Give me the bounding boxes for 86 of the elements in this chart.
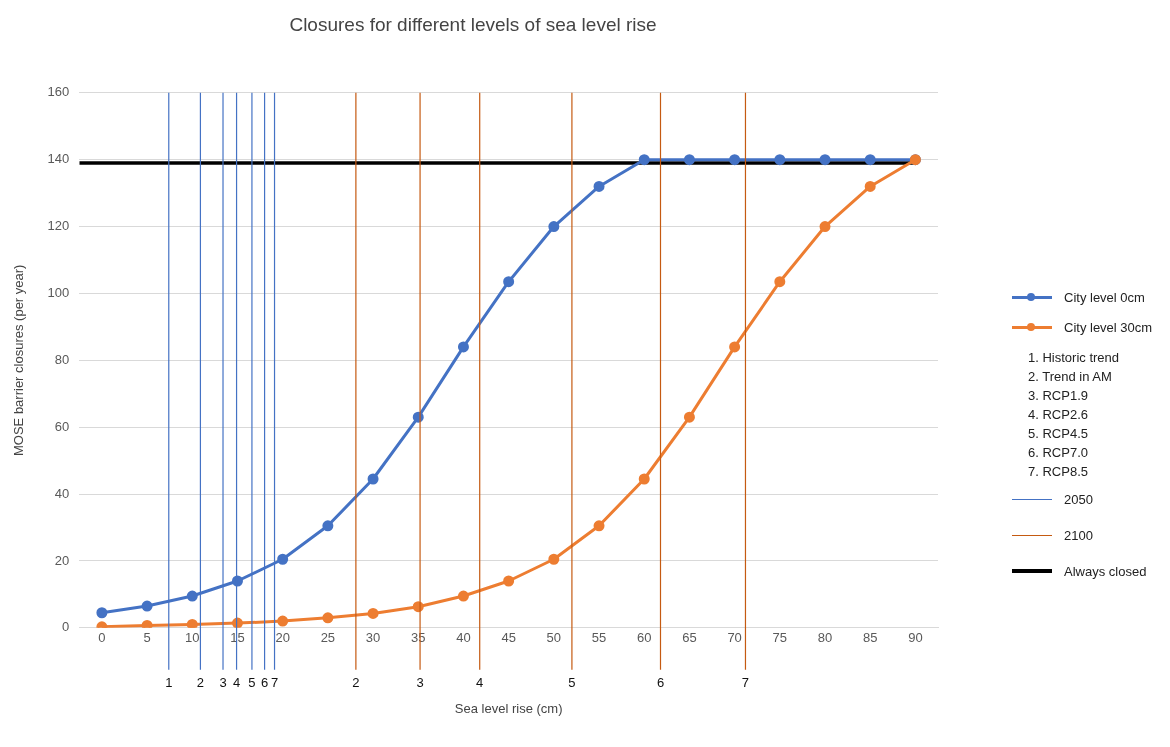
- point: [367, 607, 379, 619]
- point: [503, 276, 515, 288]
- point: [729, 341, 741, 353]
- x-tick-label: 50: [546, 630, 562, 646]
- y-tick-label: 80: [54, 351, 70, 367]
- x-tick-label: 0: [98, 630, 106, 646]
- point: [186, 590, 198, 602]
- x-axis-title: Sea level rise (cm): [454, 700, 563, 716]
- x-tick-label: 85: [862, 630, 878, 646]
- point: [277, 615, 289, 627]
- point: [638, 154, 650, 166]
- point: [186, 618, 198, 628]
- text: 3. RCP1.9: [1028, 388, 1088, 403]
- x-tick-label: 25: [320, 630, 336, 646]
- x-tick-label: 30: [365, 630, 381, 646]
- text: 6: [260, 675, 269, 691]
- x-tick-label: 45: [501, 630, 516, 646]
- y-tick-label: 40: [54, 485, 70, 501]
- x-tick-label: 65: [682, 630, 697, 646]
- legend-label: City level 30cm: [1064, 319, 1153, 335]
- point: [503, 575, 515, 587]
- point: [593, 520, 605, 532]
- point: [96, 607, 108, 619]
- text: 5: [248, 675, 256, 691]
- legend-label: Always closed: [1064, 563, 1147, 579]
- x-tick-label: 20: [275, 630, 290, 646]
- y-tick-label: 100: [47, 285, 70, 300]
- text: 7: [741, 675, 750, 691]
- point: [864, 180, 876, 192]
- y-tick-label: 0: [62, 619, 70, 635]
- point: [141, 600, 153, 612]
- text: 5. RCP4.5: [1028, 426, 1088, 441]
- x-tick-label: 60: [637, 630, 652, 646]
- y-axis-title: MOSE barrier closures (per year): [11, 264, 27, 457]
- y-tick-label: 120: [47, 218, 70, 234]
- point: [548, 553, 560, 565]
- point: [457, 341, 469, 353]
- point: [457, 590, 469, 602]
- text: 2: [196, 675, 205, 691]
- text: 4. RCP2.6: [1028, 407, 1088, 422]
- legend-label: City level 0cm: [1064, 289, 1145, 305]
- y-tick-label: 160: [47, 84, 70, 100]
- text: 1: [165, 675, 173, 691]
- point: [683, 154, 695, 166]
- point: [774, 276, 786, 288]
- text: 3: [416, 675, 424, 691]
- x-tick-label: 75: [772, 630, 788, 646]
- point: [231, 575, 243, 587]
- x-tick-label: 55: [591, 630, 607, 646]
- point: [367, 473, 379, 485]
- text: 1. Historic trend: [1028, 350, 1120, 365]
- x-tick-label: 10: [185, 630, 200, 646]
- y-tick-label: 140: [47, 151, 70, 167]
- text: 3: [219, 675, 227, 691]
- text: 2. Trend in AM: [1028, 369, 1112, 384]
- point: [819, 221, 831, 233]
- point: [729, 154, 741, 166]
- text: 2: [352, 675, 360, 691]
- text: 4: [476, 675, 484, 691]
- point: [548, 221, 560, 233]
- point: [322, 520, 334, 532]
- point: [322, 612, 334, 624]
- text: 6. RCP7.0: [1028, 445, 1088, 460]
- text: 5: [568, 675, 576, 691]
- text: 4: [232, 675, 241, 691]
- text: 6: [656, 675, 665, 691]
- point: [683, 411, 695, 423]
- point: [819, 154, 831, 166]
- point: [864, 154, 876, 166]
- y-tick-label: 20: [54, 552, 70, 568]
- text: 2050: [1064, 491, 1093, 507]
- point: [277, 553, 289, 565]
- y-tick-label: 60: [54, 418, 70, 434]
- text: 7: [270, 675, 279, 691]
- text: 2100: [1064, 527, 1093, 543]
- point: [638, 473, 650, 485]
- chart-title: Closures for different levels of sea level rise: [289, 13, 657, 35]
- x-tick-label: 70: [727, 630, 742, 646]
- x-tick-label: 80: [817, 630, 833, 646]
- point: [141, 619, 153, 628]
- x-tick-label: 90: [908, 630, 923, 646]
- point: [593, 180, 605, 192]
- x-tick-label: 5: [143, 630, 151, 646]
- text: 7. RCP8.5: [1028, 464, 1088, 479]
- point: [774, 154, 786, 166]
- x-tick-label: 40: [456, 630, 471, 646]
